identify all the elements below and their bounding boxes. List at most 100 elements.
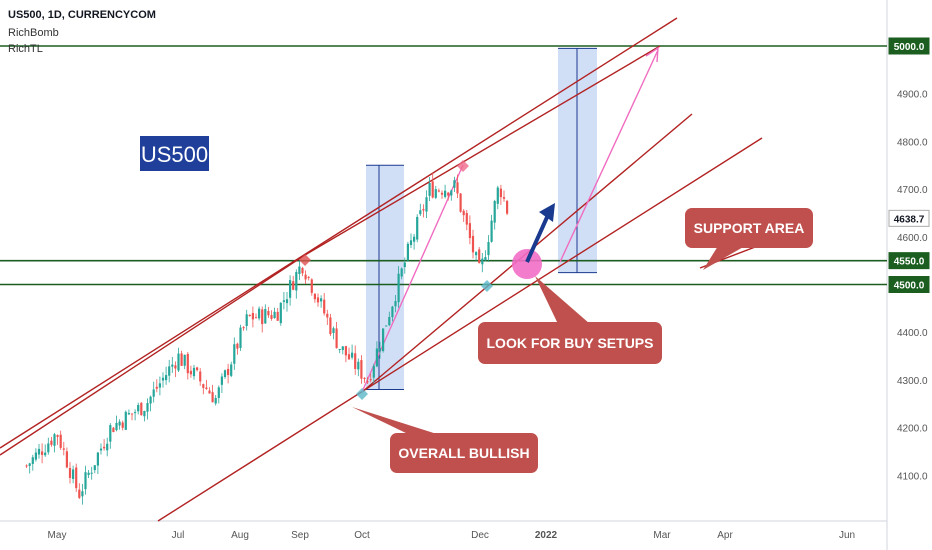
candle-body (254, 317, 258, 319)
candle-body (118, 421, 121, 426)
candle-body (416, 216, 419, 240)
candle-body (149, 396, 152, 404)
x-tick-Sep: Sep (291, 530, 309, 541)
candle-body (475, 252, 478, 256)
y-tick-4900: 4900.0 (897, 90, 928, 101)
candle-body (382, 328, 385, 352)
candle-body (223, 370, 227, 378)
channel-line-1 (304, 45, 661, 256)
callout-support-area-text: SUPPORT AREA (694, 220, 805, 236)
price-label-5000: 5000.0 (888, 37, 930, 55)
y-tick-4400: 4400.0 (897, 328, 928, 339)
candle-body (208, 390, 211, 394)
candle-body (363, 377, 366, 379)
candle-body (25, 465, 28, 467)
price-label-4638.7: 4638.7 (888, 209, 930, 227)
candle-body (400, 268, 403, 277)
candle-body (251, 313, 254, 320)
candle-body (434, 189, 437, 198)
candle-body (403, 262, 406, 268)
candle-body (360, 360, 363, 379)
candle-body (419, 210, 422, 215)
candle-body (53, 434, 56, 446)
candle-body (444, 190, 447, 197)
candle-body (301, 267, 304, 274)
candle-body (453, 180, 456, 188)
candle-body (50, 440, 53, 445)
candle-body (375, 348, 378, 367)
candle-body (273, 311, 276, 318)
channel-line-0 (0, 17, 678, 449)
price-label-bg (888, 37, 930, 55)
candle-body (338, 348, 341, 350)
candle-body (298, 266, 301, 275)
candle-body (72, 469, 75, 479)
candle-body (230, 364, 233, 376)
candle-body (320, 298, 323, 302)
candle-body (161, 377, 165, 381)
candle-body (428, 183, 431, 196)
candle-body (422, 209, 425, 211)
candle-body (214, 397, 217, 404)
candle-body (413, 236, 416, 242)
candle-body (143, 410, 146, 417)
candle-body (186, 353, 189, 374)
candle-body (233, 344, 236, 364)
candle-body (78, 489, 81, 498)
candle-body (134, 412, 137, 414)
candle-body (276, 311, 279, 321)
candle-body (165, 375, 168, 381)
candle-body (313, 293, 316, 300)
candle-body (431, 181, 434, 198)
candle-body (236, 343, 239, 349)
callout-buy-setups-tail (535, 276, 590, 324)
candle-body (323, 299, 326, 314)
marker-low-oct (356, 388, 368, 400)
projection-line-1 (361, 164, 464, 393)
candle-body (130, 413, 134, 415)
candle-body (484, 257, 487, 261)
candle-body (499, 188, 502, 198)
y-tick-4600: 4600.0 (897, 233, 928, 244)
candle-body (109, 425, 112, 442)
candle-body (351, 352, 354, 358)
x-tick-Oct: Oct (354, 530, 370, 541)
x-tick-Apr: Apr (717, 530, 733, 541)
chart-title: US500 (141, 142, 208, 167)
y-tick-4300: 4300.0 (897, 376, 928, 387)
candle-body (220, 376, 223, 385)
candle-body (335, 328, 338, 349)
candle-body (56, 435, 59, 437)
candle-body (87, 472, 90, 475)
candle-body (106, 443, 109, 451)
candle-body (406, 243, 409, 261)
title-box: US500 (140, 136, 209, 171)
candle-body (174, 365, 177, 369)
candle-body (248, 314, 251, 316)
candle-body (440, 192, 444, 195)
candle-body (75, 467, 78, 489)
candle-body (68, 467, 72, 478)
candles (25, 172, 509, 505)
candle-body (316, 297, 320, 303)
candle-body (326, 313, 329, 318)
candle-body (177, 353, 180, 371)
candle-body (447, 192, 450, 196)
price-label-text: 4500.0 (894, 281, 925, 292)
x-tick-Jul: Jul (172, 530, 185, 541)
candle-body (385, 325, 388, 327)
candle-body (465, 213, 468, 225)
x-tick-May: May (48, 530, 67, 541)
candle-body (137, 404, 140, 412)
candle-body (310, 279, 313, 293)
candle-body (481, 258, 484, 265)
marker-high-nov (457, 160, 469, 172)
candle-body (282, 300, 285, 302)
candle-body (369, 379, 372, 381)
candle-body (196, 367, 199, 371)
candle-body (394, 301, 397, 307)
callout-support-area-bg (685, 208, 813, 248)
candle-body (41, 451, 44, 455)
candle-body (258, 308, 261, 319)
